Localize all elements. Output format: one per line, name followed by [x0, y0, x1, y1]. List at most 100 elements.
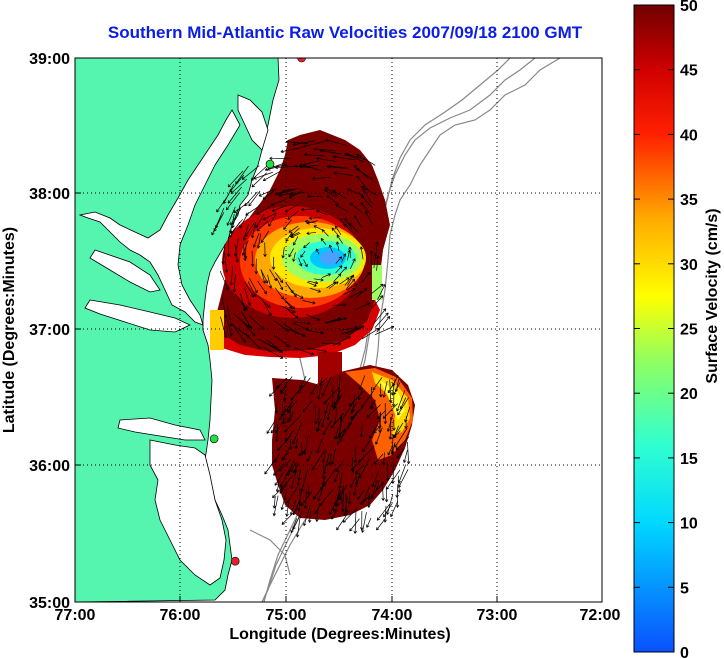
velocity-vector	[353, 165, 369, 180]
velocity-vector	[234, 293, 248, 310]
velocity-vector	[248, 190, 261, 207]
velocity-vector	[362, 188, 373, 204]
velocity-vector	[344, 326, 363, 335]
velocity-vector	[285, 308, 299, 319]
velocity-vector	[276, 435, 291, 451]
velocity-vector	[326, 407, 331, 421]
velocity-vector	[371, 295, 384, 309]
velocity-vector	[251, 221, 257, 239]
velocity-vector	[324, 402, 329, 414]
velocity-vector	[349, 518, 360, 532]
velocity-vector	[397, 397, 409, 416]
velocity-vector	[285, 140, 308, 144]
x-tick-label: 75:00	[266, 607, 307, 624]
velocity-vector	[373, 308, 387, 324]
velocity-vector	[225, 314, 233, 337]
velocity-vector	[322, 419, 332, 436]
velocity-vector	[250, 165, 268, 181]
velocity-vector	[314, 404, 318, 425]
velocity-vector	[359, 246, 364, 260]
radar-stations	[209, 58, 306, 566]
colorbar-tick-label: 35	[680, 192, 698, 209]
velocity-vector	[331, 509, 338, 520]
velocity-vector	[378, 411, 382, 433]
x-tick-label: 76:00	[160, 607, 201, 624]
colorbar-tick-label: 15	[680, 451, 698, 468]
velocity-vector	[245, 205, 261, 216]
velocity-vector	[226, 237, 231, 257]
colorbar-tick-label: 5	[680, 580, 689, 597]
velocity-vector	[396, 390, 406, 412]
velocity-vector	[376, 503, 391, 521]
velocity-vector	[347, 188, 364, 196]
velocity-vector	[335, 204, 348, 212]
velocity-vector	[341, 253, 347, 263]
velocity-vector	[328, 244, 334, 253]
velocity-vector	[232, 273, 237, 293]
x-tick-labels: 77:00 76:00 75:00 74:00 73:00 72:00	[55, 607, 621, 624]
velocity-vector	[317, 481, 326, 502]
velocity-vector	[335, 460, 345, 473]
velocity-vector	[328, 164, 349, 169]
velocity-vector	[289, 191, 306, 197]
velocity-vector	[257, 280, 268, 295]
velocity-vector	[294, 347, 315, 356]
velocity-vector	[274, 471, 284, 486]
velocity-vector	[242, 223, 250, 241]
velocity-vector	[358, 458, 370, 479]
velocity-vector	[353, 511, 357, 534]
velocity-vector	[393, 430, 401, 439]
velocity-vector	[291, 227, 300, 236]
velocity-vector	[254, 258, 258, 275]
colorbar-ticks: 0 5 10 15 20 25 30 35 40 45 50	[634, 0, 698, 659]
velocity-vector	[316, 156, 337, 163]
velocity-vector	[320, 238, 327, 245]
velocity-vector	[349, 290, 363, 298]
colorbar-tick-label: 40	[680, 127, 698, 144]
velocity-vector	[284, 415, 302, 433]
velocity-vector	[220, 316, 228, 339]
velocity-vector	[357, 387, 363, 401]
velocity-vector	[284, 299, 296, 310]
velocity-vector	[321, 273, 331, 278]
velocity-vector	[357, 489, 365, 500]
velocity-vector	[256, 205, 271, 216]
velocity-vector	[321, 412, 327, 428]
velocity-vector	[348, 390, 365, 407]
velocity-vector	[335, 241, 340, 251]
velocity-vector	[262, 300, 272, 316]
velocity-vector	[382, 381, 388, 398]
velocity-vector	[282, 390, 287, 402]
velocity-vector	[290, 518, 298, 533]
velocity-vector	[286, 400, 298, 413]
velocity-vector	[274, 403, 279, 414]
velocity-vector	[303, 506, 311, 527]
velocity-vector	[350, 402, 357, 414]
velocity-vector	[255, 213, 265, 229]
velocity-vector	[395, 436, 410, 451]
velocity-vector	[347, 274, 355, 286]
velocity-vector	[370, 479, 378, 500]
velocity-vector	[344, 217, 353, 229]
velocity-vector	[377, 413, 382, 429]
velocity-vector	[280, 466, 292, 488]
velocity-vector	[339, 277, 350, 285]
river-york	[89, 249, 161, 293]
velocity-vector	[224, 252, 229, 273]
velocity-vector	[330, 448, 336, 465]
velocity-vector	[339, 218, 349, 229]
velocity-vector	[376, 316, 391, 333]
velocity-vector	[350, 477, 356, 488]
velocity-vector	[316, 438, 323, 454]
delaware-bay	[237, 94, 269, 151]
velocity-vector	[392, 419, 396, 431]
velocity-vector	[266, 420, 276, 434]
velocity-vector	[370, 283, 384, 295]
x-tick-label: 77:00	[55, 607, 96, 624]
velocity-vector	[386, 469, 401, 490]
velocity-vector	[322, 464, 326, 480]
velocity-vector	[315, 209, 328, 216]
tick-marks	[75, 192, 498, 602]
velocity-vector	[336, 510, 351, 531]
velocity-vector	[326, 195, 339, 205]
